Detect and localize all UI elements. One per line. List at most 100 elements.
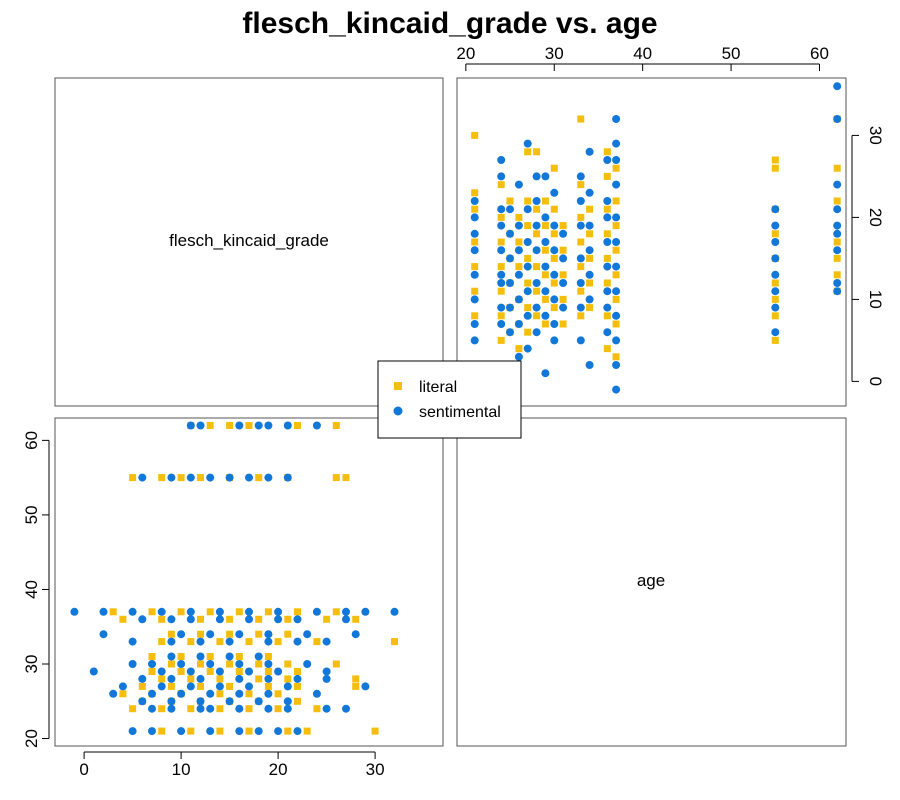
point-literal [119, 690, 127, 698]
tick-label: 20 [456, 44, 475, 63]
point-literal [497, 287, 505, 295]
point-literal [216, 705, 224, 713]
point-sentimental [109, 689, 118, 698]
point-sentimental [264, 674, 273, 683]
point-sentimental [612, 311, 621, 320]
point-sentimental [585, 361, 594, 369]
point-literal [284, 727, 292, 735]
point-sentimental [585, 270, 594, 279]
point-sentimental [576, 172, 585, 181]
point-sentimental [206, 630, 215, 639]
point-literal [515, 263, 523, 271]
point-literal [586, 279, 594, 287]
tick-label: 10 [866, 290, 885, 309]
point-literal [541, 295, 549, 303]
point-literal [226, 682, 234, 690]
point-sentimental [186, 615, 195, 624]
point-literal [294, 697, 301, 705]
point-literal [158, 615, 166, 623]
point-literal [148, 668, 156, 675]
point-literal [177, 653, 185, 660]
point-sentimental [264, 704, 273, 713]
point-literal [226, 422, 234, 429]
point-literal [524, 222, 532, 230]
point-sentimental [532, 246, 541, 255]
point-sentimental [771, 270, 780, 279]
point-sentimental [148, 689, 156, 698]
point-sentimental [532, 303, 541, 312]
point-sentimental [550, 320, 559, 328]
point-sentimental [603, 238, 612, 246]
point-literal [226, 630, 234, 638]
point-literal [129, 474, 137, 482]
point-literal [177, 668, 185, 675]
tick-label: 40 [22, 580, 41, 599]
point-sentimental [322, 704, 331, 713]
point-sentimental [497, 172, 506, 181]
point-sentimental [128, 727, 137, 736]
point-literal [541, 246, 549, 254]
point-literal [533, 312, 541, 320]
point-literal [603, 312, 611, 320]
points-fk-vs-age [470, 82, 842, 394]
point-sentimental [523, 139, 532, 148]
point-sentimental [576, 197, 585, 205]
panel-fk-vs-age [456, 77, 847, 407]
point-literal [471, 287, 479, 295]
point-sentimental [293, 615, 302, 624]
point-literal [577, 312, 585, 320]
point-literal [206, 668, 214, 675]
point-sentimental [167, 652, 176, 661]
point-sentimental [215, 615, 224, 624]
point-sentimental [612, 336, 621, 345]
point-literal [603, 345, 611, 353]
point-sentimental [225, 697, 234, 706]
point-sentimental [559, 279, 568, 287]
point-literal [177, 608, 185, 616]
point-literal [771, 336, 779, 344]
point-literal [264, 653, 272, 660]
point-sentimental [312, 421, 321, 430]
point-literal [603, 254, 611, 262]
point-literal [255, 675, 263, 683]
point-literal [129, 705, 137, 713]
point-sentimental [612, 213, 621, 222]
point-literal [603, 205, 611, 213]
point-sentimental [514, 270, 523, 279]
point-literal [294, 682, 301, 690]
point-literal [577, 181, 585, 189]
point-sentimental [603, 262, 612, 271]
point-literal [603, 279, 611, 287]
point-literal [235, 608, 243, 616]
point-literal [603, 148, 611, 156]
tick-label: 20 [866, 208, 885, 227]
point-literal [541, 222, 549, 230]
point-sentimental [196, 637, 205, 646]
point-sentimental [225, 637, 234, 646]
tick-label: 40 [633, 44, 652, 63]
point-sentimental [186, 682, 195, 691]
point-literal [197, 630, 204, 638]
point-literal [216, 675, 224, 683]
point-sentimental [506, 254, 514, 263]
point-sentimental [274, 607, 283, 616]
tick-label: 20 [269, 760, 288, 779]
point-sentimental [585, 147, 594, 156]
point-literal [177, 474, 185, 482]
points-age-vs-fk [70, 421, 438, 736]
point-literal [158, 474, 166, 482]
point-literal [226, 615, 234, 623]
y-axis-left-age: 20 30 40 50 60 [22, 431, 50, 748]
point-sentimental [559, 303, 568, 312]
point-sentimental [532, 279, 541, 287]
point-sentimental [576, 221, 585, 230]
point-sentimental [235, 704, 244, 713]
point-sentimental [235, 421, 244, 430]
point-literal [264, 682, 272, 690]
point-literal [284, 615, 292, 623]
point-sentimental [293, 674, 302, 683]
point-sentimental [833, 229, 842, 238]
point-sentimental [497, 303, 506, 312]
point-literal [255, 615, 263, 623]
point-literal [138, 682, 146, 690]
